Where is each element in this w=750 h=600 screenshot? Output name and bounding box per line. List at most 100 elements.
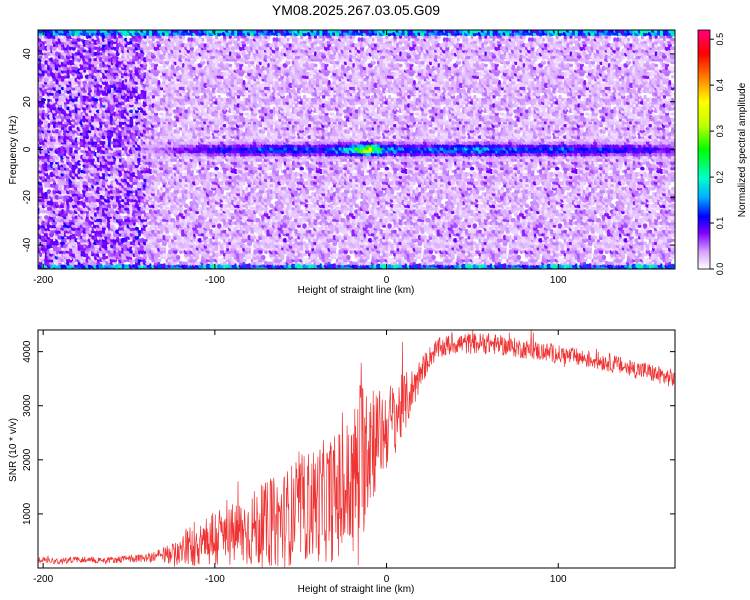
spectrogram-cell — [43, 204, 49, 208]
spectrogram-cell — [75, 109, 78, 114]
spectrogram-cell — [63, 121, 68, 125]
spectrogram-cell — [55, 224, 59, 228]
spectrogram-cell — [66, 38, 71, 42]
spectrogram-cell — [38, 137, 43, 143]
spectrogram-cell — [69, 146, 73, 151]
spectrogram-cell — [53, 95, 56, 99]
spectrogram-cell — [69, 135, 73, 140]
spectrogram-cell — [39, 126, 43, 131]
spectrogram-cell — [74, 114, 79, 120]
spectrogram-cell — [43, 232, 49, 237]
spectrogram-cell — [46, 138, 52, 142]
spectrogram-cell — [60, 241, 66, 246]
spectrogram-cell — [44, 152, 48, 157]
spectrogram-cell — [66, 66, 70, 71]
spectrogram-cell — [50, 152, 54, 157]
spectrogram-cell — [68, 132, 74, 136]
spectrogram-cell — [77, 253, 82, 257]
spectrogram-cell — [63, 63, 68, 68]
spectrogram-cell — [119, 195, 122, 200]
spectrogram-cell — [79, 161, 85, 165]
spectrogram-cell — [52, 103, 57, 108]
spectrogram-cell — [70, 178, 77, 182]
spectrogram-cell — [71, 235, 77, 240]
spectrogram-cell — [60, 94, 65, 100]
spectrogram-cell — [52, 201, 57, 205]
spectrogram-cell — [76, 86, 82, 91]
spectrogram-cell — [175, 255, 181, 260]
spectrogram-cell — [39, 252, 43, 258]
spectrogram-cell — [49, 92, 54, 96]
spectrogram-cell — [217, 94, 221, 100]
spectrogram-cell — [74, 91, 79, 97]
spectrogram-cell — [63, 57, 68, 62]
spectrogram-cell — [77, 215, 82, 220]
spectrogram-cell — [47, 109, 51, 114]
spectrogram-cell — [38, 160, 43, 166]
spectrogram-cell — [70, 255, 77, 260]
spectrogram-cell — [61, 86, 65, 91]
spectrogram-cell — [200, 167, 205, 171]
spectrogram-cell — [110, 88, 114, 94]
spectrogram-cell — [52, 198, 57, 202]
spectrogram-cell — [52, 163, 57, 169]
spectrogram-cell — [46, 189, 52, 195]
spectrogram-cell — [61, 89, 65, 94]
spectrogram-cell — [57, 252, 63, 257]
spectrogram-cell — [57, 86, 63, 91]
spectrogram-cell — [44, 180, 49, 186]
spectrogram-cell — [79, 140, 85, 146]
spectrogram-cell — [190, 120, 194, 125]
spectrogram-cell — [80, 263, 84, 269]
spectrogram-cell — [66, 238, 70, 243]
spectrogram-cell — [51, 120, 58, 125]
spectrogram-cell — [39, 215, 43, 220]
spectrogram-cell — [41, 57, 46, 63]
spectrogram-cell — [44, 109, 48, 114]
spectrogram-cell — [54, 209, 60, 215]
spectrogram-cell — [75, 169, 78, 174]
spectrogram-cell — [160, 186, 164, 191]
spectrogram-cell — [71, 109, 77, 114]
spectrogram-cell — [58, 246, 62, 252]
spectrogram-cell — [47, 122, 51, 129]
spectrogram-cell — [60, 92, 65, 96]
spectrogram-cell — [80, 134, 84, 140]
spectrogram-cell — [60, 126, 65, 131]
spectrogram-cell — [47, 166, 51, 171]
spectrogram-cell — [209, 103, 213, 108]
spectrogram-cell — [77, 146, 81, 151]
spectrogram-cell — [41, 140, 46, 146]
spectrogram-cell — [39, 112, 43, 116]
spectrogram-cell — [50, 237, 54, 243]
spectrogram-cell — [44, 60, 49, 65]
spectrogram-cell — [110, 141, 114, 145]
spectrogram-cell — [62, 123, 69, 128]
spectrogram-cell — [76, 160, 82, 166]
spectrogram-cell — [71, 181, 76, 185]
spectrogram-cell — [77, 118, 81, 122]
spectrogram-cell — [71, 155, 77, 160]
spectrogram-cell — [38, 189, 44, 194]
spectrogram-cell — [69, 169, 73, 174]
spectrogram-cell — [134, 226, 139, 231]
spectrogram-cell — [58, 224, 62, 228]
spectrogram-cell — [63, 149, 68, 154]
spectrogram-cell — [49, 171, 54, 178]
spectrogram-cell — [38, 135, 44, 139]
spectrogram-cell — [63, 103, 68, 108]
spectrogram-cell — [77, 31, 81, 36]
spectrogram-cell — [72, 69, 76, 73]
spectrogram-cell — [39, 209, 43, 214]
spectrogram-cell — [55, 226, 59, 231]
spectrogram-cell — [38, 30, 43, 34]
spectrogram-cell — [77, 148, 81, 154]
spectrogram-cell — [57, 120, 63, 125]
spectrogram-cell — [61, 220, 65, 226]
spectrogram-cell — [68, 258, 74, 263]
spectrogram-cell — [61, 238, 65, 243]
spectrogram-cell — [46, 177, 52, 183]
spectrogram-cell — [55, 98, 60, 102]
spectrogram-cell — [68, 249, 74, 254]
spectrogram-cell — [66, 235, 70, 240]
